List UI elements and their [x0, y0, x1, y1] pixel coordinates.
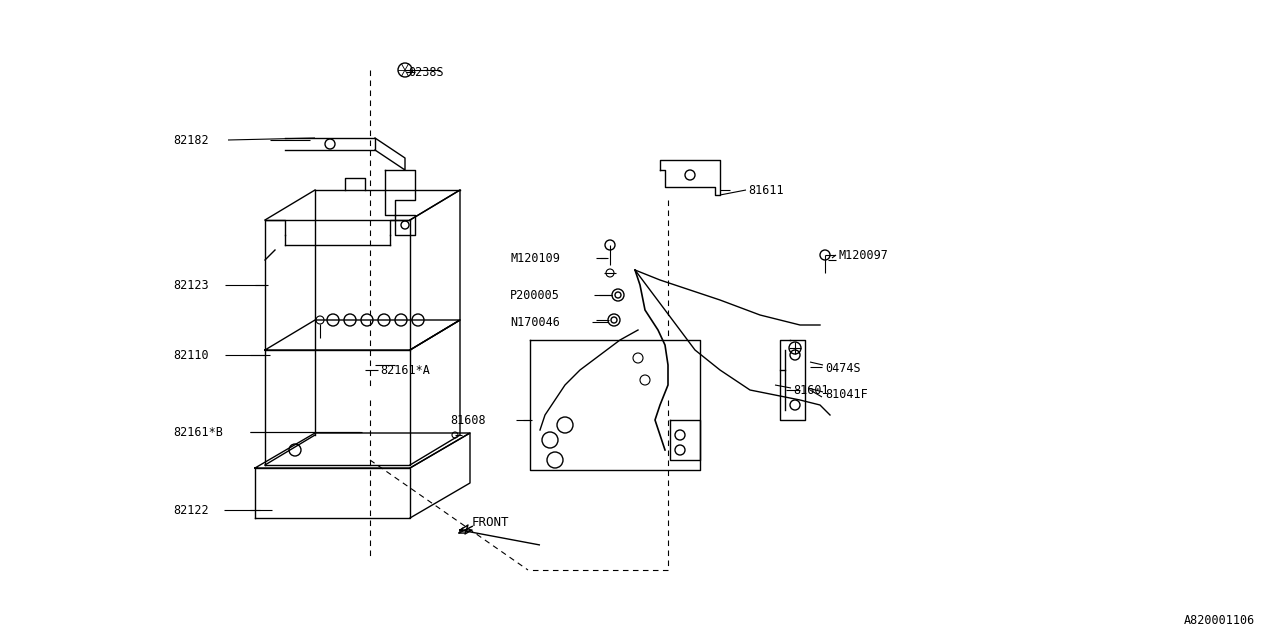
Text: 82123: 82123	[173, 278, 209, 291]
Text: 81601: 81601	[794, 383, 828, 397]
Text: 0474S: 0474S	[826, 362, 860, 374]
Text: P200005: P200005	[509, 289, 559, 301]
Text: 81611: 81611	[748, 184, 783, 196]
Text: 82161*A: 82161*A	[380, 364, 430, 376]
Text: 82161*B: 82161*B	[173, 426, 223, 438]
Text: 0238S: 0238S	[408, 65, 444, 79]
Text: 82122: 82122	[173, 504, 209, 516]
Text: 82182: 82182	[173, 134, 209, 147]
Text: N170046: N170046	[509, 316, 559, 328]
Text: 81608: 81608	[451, 413, 485, 426]
Text: 81041F: 81041F	[826, 388, 868, 401]
Text: A820001106: A820001106	[1184, 614, 1254, 627]
Text: M120097: M120097	[838, 248, 888, 262]
Text: M120109: M120109	[509, 252, 559, 264]
Text: 82110: 82110	[173, 349, 209, 362]
Text: FRONT: FRONT	[472, 515, 509, 529]
